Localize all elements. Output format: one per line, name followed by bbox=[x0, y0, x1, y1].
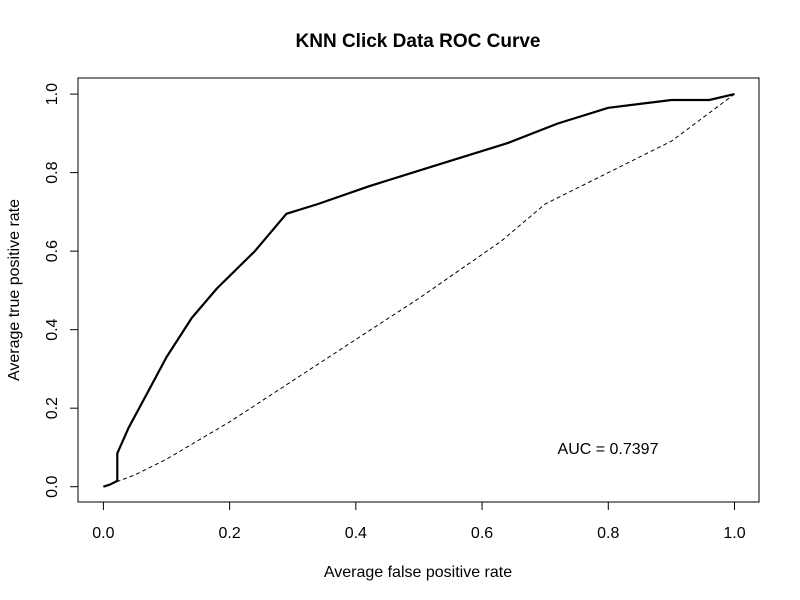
x-tick-label: 0.4 bbox=[345, 525, 367, 542]
x-tick-label: 0.8 bbox=[597, 525, 619, 542]
y-tick-label: 0.0 bbox=[44, 475, 61, 497]
y-tick-label: 0.2 bbox=[44, 397, 61, 419]
chart-title: KNN Click Data ROC Curve bbox=[296, 31, 541, 52]
x-tick-label: 0.6 bbox=[471, 525, 493, 542]
y-tick-label: 0.4 bbox=[44, 318, 61, 340]
roc-curve-line bbox=[103, 93, 735, 488]
x-tick-label: 1.0 bbox=[723, 525, 745, 542]
series-layer bbox=[103, 93, 735, 488]
y-axis-label: Average true positive rate bbox=[6, 199, 23, 381]
y-tick-label: 0.8 bbox=[44, 161, 61, 183]
x-tick-label: 0.2 bbox=[218, 525, 240, 542]
x-axis: 0.0 0.2 0.4 0.6 0.8 1.0 bbox=[92, 501, 746, 542]
x-tick-label: 0.0 bbox=[92, 525, 114, 542]
y-tick-label: 0.6 bbox=[44, 240, 61, 262]
auc-annotation: AUC = 0.7397 bbox=[558, 441, 659, 458]
y-tick-label: 1.0 bbox=[44, 83, 61, 105]
y-axis: 0.0 0.2 0.4 0.6 0.8 1.0 bbox=[44, 83, 79, 498]
diagonal-reference-line bbox=[103, 93, 735, 488]
x-axis-label: Average false positive rate bbox=[324, 564, 512, 581]
